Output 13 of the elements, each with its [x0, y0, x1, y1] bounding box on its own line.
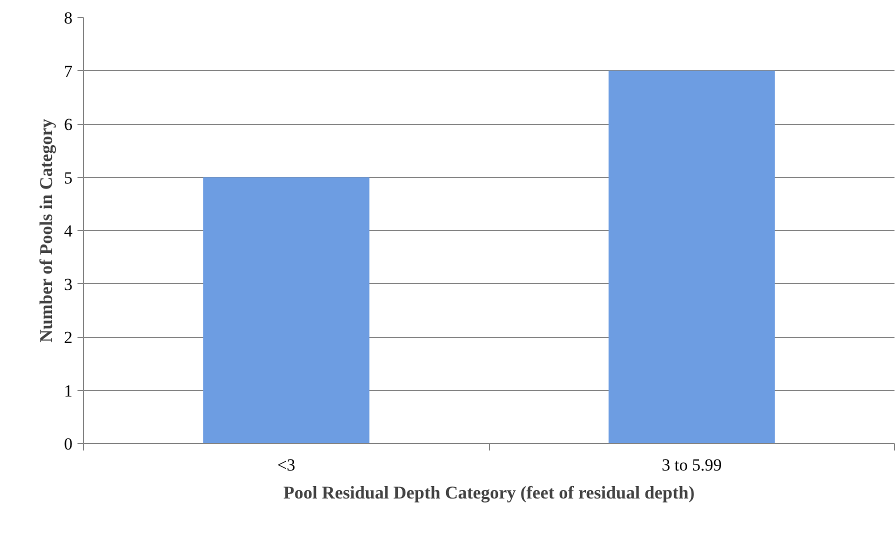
- y-tick-label: 1: [64, 381, 72, 400]
- y-tick-label: 5: [64, 168, 72, 188]
- x-tick-label: 3 to 5.99: [662, 456, 722, 474]
- y-tick-label: 3: [64, 274, 72, 294]
- x-axis-title: Pool Residual Depth Category (feet of residual depth): [283, 482, 695, 502]
- y-axis-title: Number of Pools in Category: [36, 118, 56, 342]
- x-tick-label: <3: [277, 456, 296, 474]
- y-tick-label: 0: [64, 434, 72, 454]
- y-tick-label: 2: [64, 328, 72, 347]
- y-tick-label: 8: [64, 8, 72, 28]
- y-tick-label: 4: [64, 222, 73, 240]
- y-tick-label: 7: [64, 62, 73, 81]
- y-tick-label: 6: [64, 115, 72, 134]
